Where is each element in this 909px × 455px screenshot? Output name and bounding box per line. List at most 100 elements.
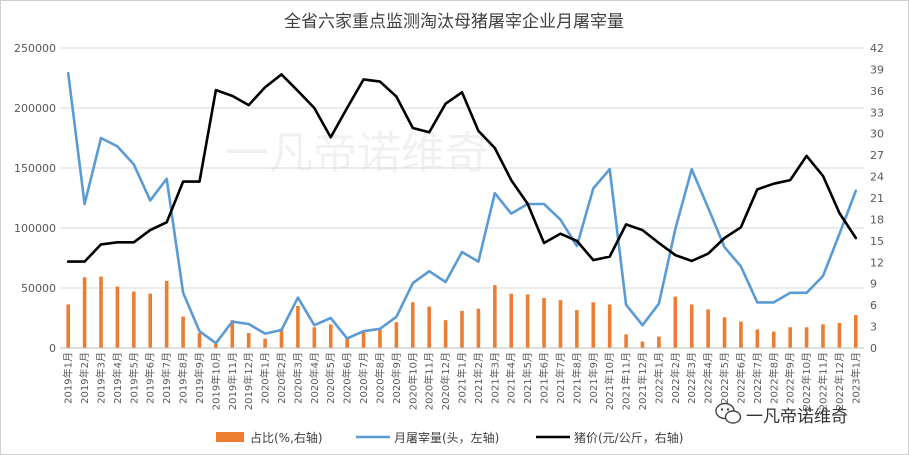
bar <box>788 327 792 348</box>
bar <box>640 341 645 348</box>
left-tick-label: 100000 <box>14 222 56 235</box>
bar <box>66 304 71 348</box>
legend-swatch-bar <box>216 432 244 442</box>
right-tick-label: 18 <box>870 213 884 226</box>
legend: 占比(%,右轴) 月屠宰量(头，左轴) 猪价(元/公斤，右轴) <box>216 430 683 445</box>
bar-series <box>66 276 858 348</box>
x-tick-label: 2020年10月 <box>406 352 419 410</box>
bar <box>394 322 399 348</box>
x-tick-label: 2020年1月 <box>259 352 272 404</box>
x-tick-label: 2022年11月 <box>816 352 829 410</box>
bar <box>575 310 579 348</box>
bar <box>476 308 481 348</box>
bar <box>410 302 415 348</box>
legend-label-volume: 月屠宰量(头，左轴) <box>394 430 499 445</box>
x-tick-label: 2020年6月 <box>341 352 354 404</box>
brand-mark: 一凡帝诺维奇 <box>715 402 848 427</box>
x-tick-label: 2022年7月 <box>751 352 764 404</box>
x-axis-ticks: 2019年1月 2019年2月 2019年3月 2019年4月 2019年5月 2019年… <box>62 352 863 410</box>
x-tick-label: 2019年2月 <box>78 352 91 404</box>
x-tick-label: 2022年9月 <box>784 352 797 404</box>
x-tick-label: 2021年8月 <box>570 352 583 404</box>
bar <box>525 294 530 348</box>
x-tick-label: 2019年12月 <box>242 352 255 410</box>
x-tick-label: 2020年4月 <box>308 352 321 404</box>
x-tick-label: 2022年6月 <box>734 352 747 404</box>
volume-line <box>66 71 858 345</box>
bar <box>82 277 87 348</box>
x-tick-label: 2022年1月 <box>652 352 665 404</box>
x-tick-label: 2019年9月 <box>193 352 206 404</box>
x-tick-label: 2019年6月 <box>144 352 157 404</box>
right-tick-label: 15 <box>870 235 884 248</box>
bar <box>837 323 842 348</box>
x-tick-label: 2020年11月 <box>423 352 436 410</box>
bar <box>214 343 218 348</box>
x-tick-label: 2021年5月 <box>521 352 534 404</box>
left-axis-ticks: 0 50000 100000 150000 200000 250000 <box>14 42 56 355</box>
x-tick-label: 2019年1月 <box>62 352 75 404</box>
right-tick-label: 33 <box>870 106 884 119</box>
bar <box>345 338 349 348</box>
right-tick-label: 30 <box>870 128 884 141</box>
bar <box>607 304 612 348</box>
bar <box>164 280 169 348</box>
x-tick-label: 2020年12月 <box>439 352 452 410</box>
wechat-icon <box>715 402 742 424</box>
legend-label-price: 猪价(元/公斤，右轴) <box>574 430 683 445</box>
x-tick-label: 2019年11月 <box>226 352 239 410</box>
x-tick-label: 2019年8月 <box>177 352 190 404</box>
bar <box>263 338 267 348</box>
bar <box>460 310 464 348</box>
right-tick-label: 39 <box>870 63 884 76</box>
bar <box>624 334 628 348</box>
x-tick-label: 2021年12月 <box>636 352 649 410</box>
right-tick-label: 9 <box>870 278 877 291</box>
x-tick-label: 2021年10月 <box>603 352 616 410</box>
x-tick-label: 2023年1月 <box>849 352 862 404</box>
bar <box>132 291 136 348</box>
bar <box>673 296 678 348</box>
bar <box>99 276 103 348</box>
bar <box>739 321 743 348</box>
x-tick-label: 2022年8月 <box>767 352 780 404</box>
bar <box>853 315 858 348</box>
x-tick-label: 2021年1月 <box>456 352 469 404</box>
bar <box>361 332 366 348</box>
x-tick-label: 2021年9月 <box>587 352 600 404</box>
bar <box>443 320 448 348</box>
bar <box>230 320 235 348</box>
right-tick-label: 24 <box>870 171 884 184</box>
left-tick-label: 150000 <box>14 162 56 175</box>
bar <box>657 336 661 348</box>
line-series <box>66 71 858 345</box>
bar <box>706 309 710 348</box>
x-tick-label: 2022年2月 <box>669 352 682 404</box>
bar <box>771 331 776 348</box>
x-tick-label: 2020年5月 <box>324 352 337 404</box>
x-tick-label: 2019年7月 <box>160 352 173 404</box>
bar <box>378 329 382 348</box>
right-tick-label: 12 <box>870 256 884 269</box>
x-tick-label: 2019年4月 <box>111 352 124 404</box>
x-tick-label: 2021年2月 <box>472 352 485 404</box>
x-tick-label: 2021年7月 <box>554 352 567 404</box>
chart-title: 全省六家重点监测淘汰母猪屠宰企业月屠宰量 <box>284 12 624 32</box>
right-tick-label: 6 <box>870 299 877 312</box>
gridlines <box>60 47 864 289</box>
bar <box>115 286 120 348</box>
left-tick-label: 200000 <box>14 102 56 115</box>
right-tick-label: 42 <box>870 42 884 55</box>
x-tick-label: 2021年6月 <box>538 352 551 404</box>
watermark-text: 一凡帝诺维奇 <box>225 128 489 179</box>
right-tick-label: 27 <box>870 149 884 162</box>
right-tick-label: 21 <box>870 192 884 205</box>
left-tick-label: 0 <box>49 342 56 355</box>
x-tick-label: 2020年9月 <box>390 352 403 404</box>
x-tick-label: 2020年8月 <box>373 352 386 404</box>
x-tick-label: 2021年4月 <box>505 352 518 404</box>
bar <box>279 328 284 348</box>
bar <box>246 333 251 348</box>
